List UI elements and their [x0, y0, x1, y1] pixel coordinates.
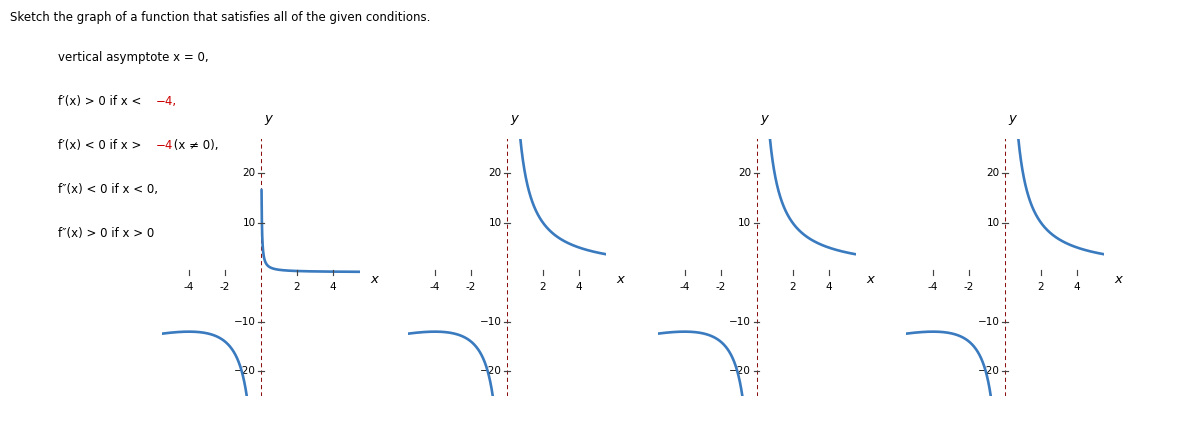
Text: −10: −10 [234, 317, 256, 327]
Text: f′(x) < 0 if x >: f′(x) < 0 if x > [58, 139, 145, 152]
Text: x: x [1115, 273, 1123, 286]
Text: -2: -2 [715, 282, 726, 292]
Text: −4: −4 [156, 139, 173, 152]
Text: -4: -4 [928, 282, 938, 292]
Text: -4: -4 [184, 282, 194, 292]
Text: −20: −20 [234, 366, 256, 376]
Text: Sketch the graph of a function that satisfies all of the given conditions.: Sketch the graph of a function that sati… [10, 11, 430, 24]
Text: 10: 10 [738, 218, 751, 228]
Text: -4: -4 [430, 282, 440, 292]
Text: −4,: −4, [156, 95, 178, 108]
Text: f″(x) > 0 if x > 0: f″(x) > 0 if x > 0 [58, 227, 154, 240]
Text: f″(x) < 0 if x < 0,: f″(x) < 0 if x < 0, [58, 183, 157, 196]
Text: x: x [617, 273, 625, 286]
Text: y: y [1008, 112, 1016, 125]
Text: -4: -4 [679, 282, 690, 292]
Text: 10: 10 [986, 218, 1000, 228]
Text: vertical asymptote x = 0,: vertical asymptote x = 0, [58, 51, 209, 64]
Text: −20: −20 [480, 366, 502, 376]
Text: 2: 2 [790, 282, 796, 292]
Text: −10: −10 [730, 317, 751, 327]
Text: x: x [371, 273, 379, 286]
Text: y: y [264, 112, 272, 125]
Text: f′(x) > 0 if x <: f′(x) > 0 if x < [58, 95, 145, 108]
Text: −10: −10 [978, 317, 1000, 327]
Text: 20: 20 [738, 168, 751, 178]
Text: 4: 4 [826, 282, 832, 292]
Text: 4: 4 [1074, 282, 1080, 292]
Text: (x ≠ 0),: (x ≠ 0), [170, 139, 218, 152]
Text: 4: 4 [330, 282, 336, 292]
Text: 20: 20 [242, 168, 256, 178]
Text: -2: -2 [466, 282, 476, 292]
Text: x: x [866, 273, 875, 286]
Text: y: y [510, 112, 518, 125]
Text: 20: 20 [986, 168, 1000, 178]
Text: 4: 4 [576, 282, 582, 292]
Text: 2: 2 [294, 282, 300, 292]
Text: 10: 10 [488, 218, 502, 228]
Text: -2: -2 [220, 282, 230, 292]
Text: y: y [760, 112, 768, 125]
Text: 2: 2 [540, 282, 546, 292]
Text: -2: -2 [964, 282, 974, 292]
Text: −10: −10 [480, 317, 502, 327]
Text: 10: 10 [242, 218, 256, 228]
Text: 20: 20 [488, 168, 502, 178]
Text: 2: 2 [1038, 282, 1044, 292]
Text: −20: −20 [730, 366, 751, 376]
Text: −20: −20 [978, 366, 1000, 376]
